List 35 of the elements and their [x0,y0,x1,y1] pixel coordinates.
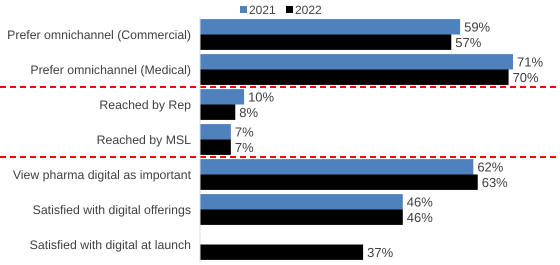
bar [200,194,403,210]
data-label: 8% [239,104,258,120]
data-label: 57% [455,34,482,50]
data-label: 7% [234,124,254,140]
y-tick-label: Satisfied with digital at launch [30,238,192,252]
bar [200,19,460,34]
y-tick-label: Reached by MSL [96,132,192,147]
data-label: 71% [517,54,544,70]
y-tick-label: Prefer omnichannel (Commercial) [7,28,191,42]
bar [200,70,509,85]
bar [200,89,244,104]
legend-label: 2021 [249,3,276,18]
y-tick-label: Satisfied with digital offerings [32,202,191,217]
bar [200,34,452,50]
bar [200,54,513,70]
data-label: 70% [512,70,540,85]
data-label: 7% [234,140,254,155]
y-tick-label: View pharma digital as important [12,168,192,182]
bar [200,174,478,190]
data-label: 59% [464,19,491,34]
bar [200,210,403,225]
legend-label: 2022 [295,3,322,18]
bar [200,124,231,140]
y-tick-label: Prefer omnichannel (Medical) [30,62,191,77]
data-label: 46% [406,194,434,210]
bar [200,244,364,260]
bar [200,159,474,174]
data-label: 46% [406,210,434,225]
data-label: 10% [248,89,275,104]
bar [200,104,236,120]
bar [200,140,231,155]
y-tick-label: Reached by Rep [99,98,192,112]
data-label: 62% [477,159,504,174]
data-label: 37% [367,244,394,260]
data-label: 63% [482,174,508,190]
